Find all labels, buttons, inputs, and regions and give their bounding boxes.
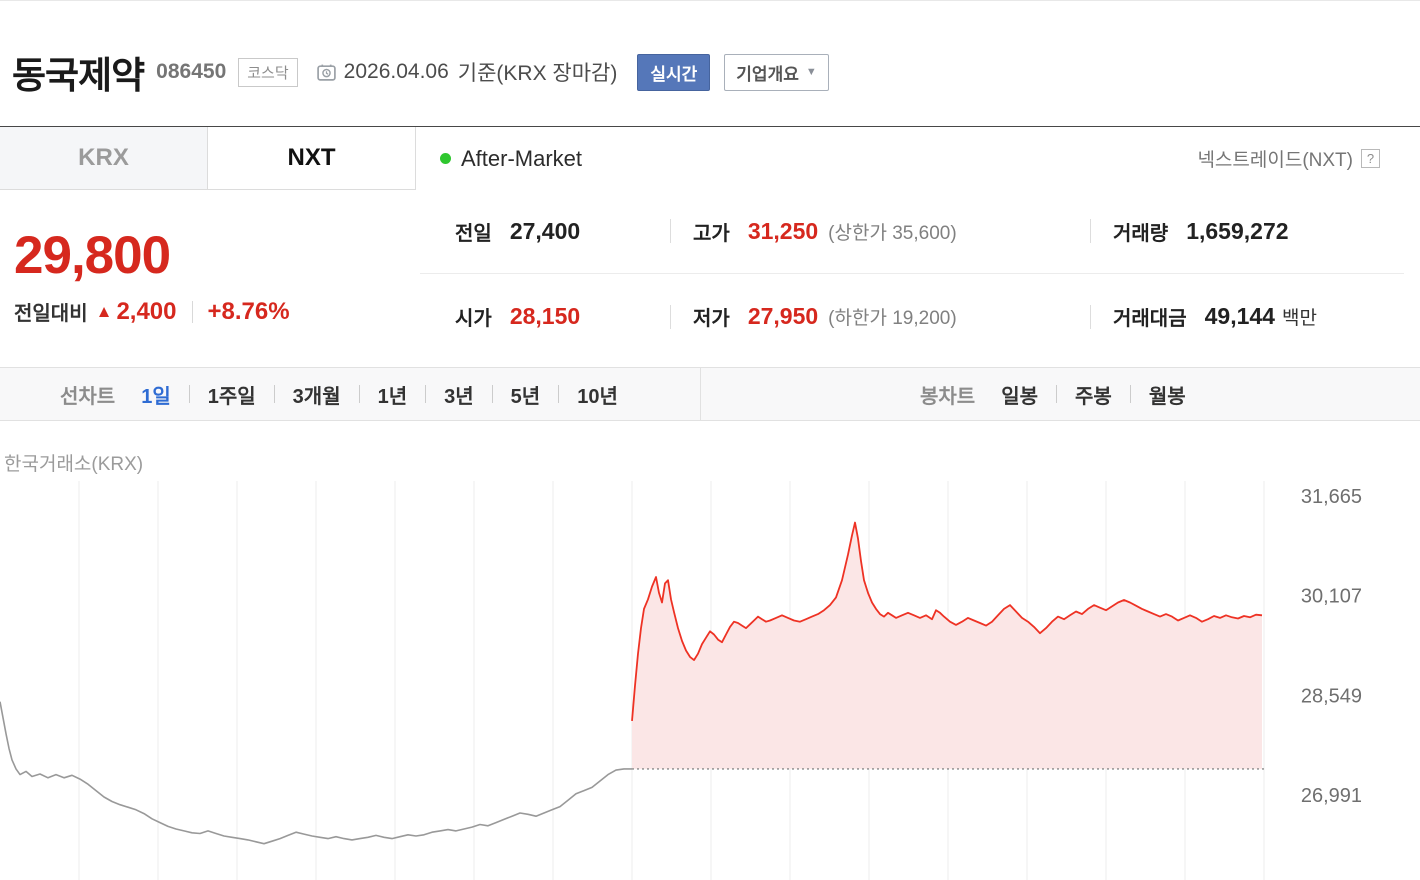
price-summary-table: 전일 27,400 고가 31,250 (상한가 35,600) 거래량 1,6…	[420, 189, 1404, 359]
company-overview-button[interactable]: 기업개요 ▼	[724, 53, 829, 91]
clock-icon	[316, 62, 337, 83]
toolbar-divider	[700, 368, 701, 420]
change-value: 2,400	[116, 297, 177, 325]
quote-basis: 기준(KRX 장마감)	[457, 62, 618, 85]
exchange-label: 한국거래소(KRX)	[4, 454, 144, 475]
candle-chart-controls: 봉차트 일봉 주봉 월봉	[920, 368, 1186, 420]
help-icon[interactable]: ?	[1361, 149, 1380, 168]
period-5year[interactable]: 5년	[474, 380, 541, 409]
change-label: 전일대비	[14, 303, 88, 325]
period-1week[interactable]: 1주일	[171, 380, 256, 409]
nxt-provider-label: 넥스트레이드(NXT)	[1197, 150, 1353, 171]
chart-toolbar: 선차트 1일 1주일 3개월 1년 3년 5년 10년 봉차트 일봉 주봉 월봉	[0, 367, 1420, 421]
stock-code: 086450	[156, 60, 227, 83]
period-10year[interactable]: 10년	[540, 380, 618, 409]
low-label: 저가	[693, 308, 730, 330]
exchange-tab-strip: KRX NXT After-Market 넥스트레이드(NXT) ?	[0, 126, 1420, 190]
after-market-status: After-Market	[440, 127, 582, 190]
chevron-down-icon: ▼	[805, 66, 817, 78]
trade-value-cell: 거래대금 49,144 백만	[1090, 274, 1404, 359]
open-label: 시가	[455, 308, 492, 330]
price-chart: 31,665 30,107 28,549 26,991	[0, 481, 1362, 880]
prev-close-label: 전일	[455, 222, 492, 245]
period-3month[interactable]: 3개월	[256, 380, 341, 409]
candle-weekly[interactable]: 주봉	[1038, 380, 1112, 409]
trade-value-value: 49,144	[1204, 303, 1275, 329]
volume-value: 1,659,272	[1186, 217, 1289, 244]
lower-limit: (하한가 19,200)	[828, 308, 957, 329]
current-price: 29,800	[14, 226, 171, 285]
trade-value-label: 거래대금	[1113, 308, 1187, 330]
volume-label: 거래량	[1113, 222, 1169, 245]
high-label: 고가	[693, 222, 730, 245]
realtime-button[interactable]: 실시간	[637, 53, 711, 91]
up-arrow-icon: ▲	[95, 301, 113, 321]
divider	[191, 300, 193, 323]
svg-text:31,665: 31,665	[1301, 486, 1362, 508]
market-badge: 코스닥	[238, 57, 298, 87]
low-price-cell: 저가 27,950 (하한가 19,200)	[670, 274, 1090, 359]
open-price-cell: 시가 28,150	[420, 274, 670, 359]
nxt-provider: 넥스트레이드(NXT) ?	[1197, 127, 1380, 190]
period-1day[interactable]: 1일	[141, 385, 171, 408]
candle-daily[interactable]: 일봉	[1001, 385, 1039, 408]
tab-krx[interactable]: KRX	[0, 127, 208, 190]
candle-monthly[interactable]: 월봉	[1112, 380, 1186, 409]
svg-text:28,549: 28,549	[1301, 685, 1362, 707]
svg-text:30,107: 30,107	[1301, 586, 1362, 608]
change-percent: +8.76%	[207, 297, 290, 325]
prev-close-value: 27,400	[509, 217, 581, 244]
candle-chart-caption: 봉차트	[920, 385, 976, 408]
svg-text:26,991: 26,991	[1301, 785, 1362, 807]
chart-area: 한국거래소(KRX) 31,665 30,107 28,549 26,991	[0, 431, 1420, 880]
price-change-row: 전일대비 ▲ 2,400 +8.76%	[14, 297, 290, 326]
high-value: 31,250	[747, 217, 819, 244]
line-chart-controls: 선차트 1일 1주일 3개월 1년 3년 5년 10년	[60, 368, 618, 420]
open-value: 28,150	[509, 303, 581, 329]
stock-name: 동국제약	[12, 55, 145, 96]
tab-nxt[interactable]: NXT	[208, 127, 416, 190]
summary-row-2: 시가 28,150 저가 27,950 (하한가 19,200) 거래대금 49…	[420, 274, 1404, 359]
market-status-dot-icon	[440, 153, 451, 164]
stock-header: 동국제약 086450 코스닥 2026.04.06 기준(KRX 장마감) 실…	[12, 43, 1408, 101]
summary-row-1: 전일 27,400 고가 31,250 (상한가 35,600) 거래량 1,6…	[420, 189, 1404, 274]
low-value: 27,950	[747, 303, 819, 329]
trade-value-unit: 백만	[1281, 308, 1317, 329]
high-price-cell: 고가 31,250 (상한가 35,600)	[670, 189, 1090, 273]
period-1year[interactable]: 1년	[341, 380, 408, 409]
upper-limit: (상한가 35,600)	[828, 222, 957, 244]
company-overview-label: 기업개요	[736, 64, 799, 84]
after-market-label: After-Market	[461, 145, 583, 171]
prev-close-cell: 전일 27,400	[420, 189, 670, 273]
quote-date: 2026.04.06	[343, 60, 449, 83]
line-chart-caption: 선차트	[60, 385, 116, 408]
period-3year[interactable]: 3년	[407, 380, 474, 409]
volume-cell: 거래량 1,659,272	[1090, 189, 1404, 273]
